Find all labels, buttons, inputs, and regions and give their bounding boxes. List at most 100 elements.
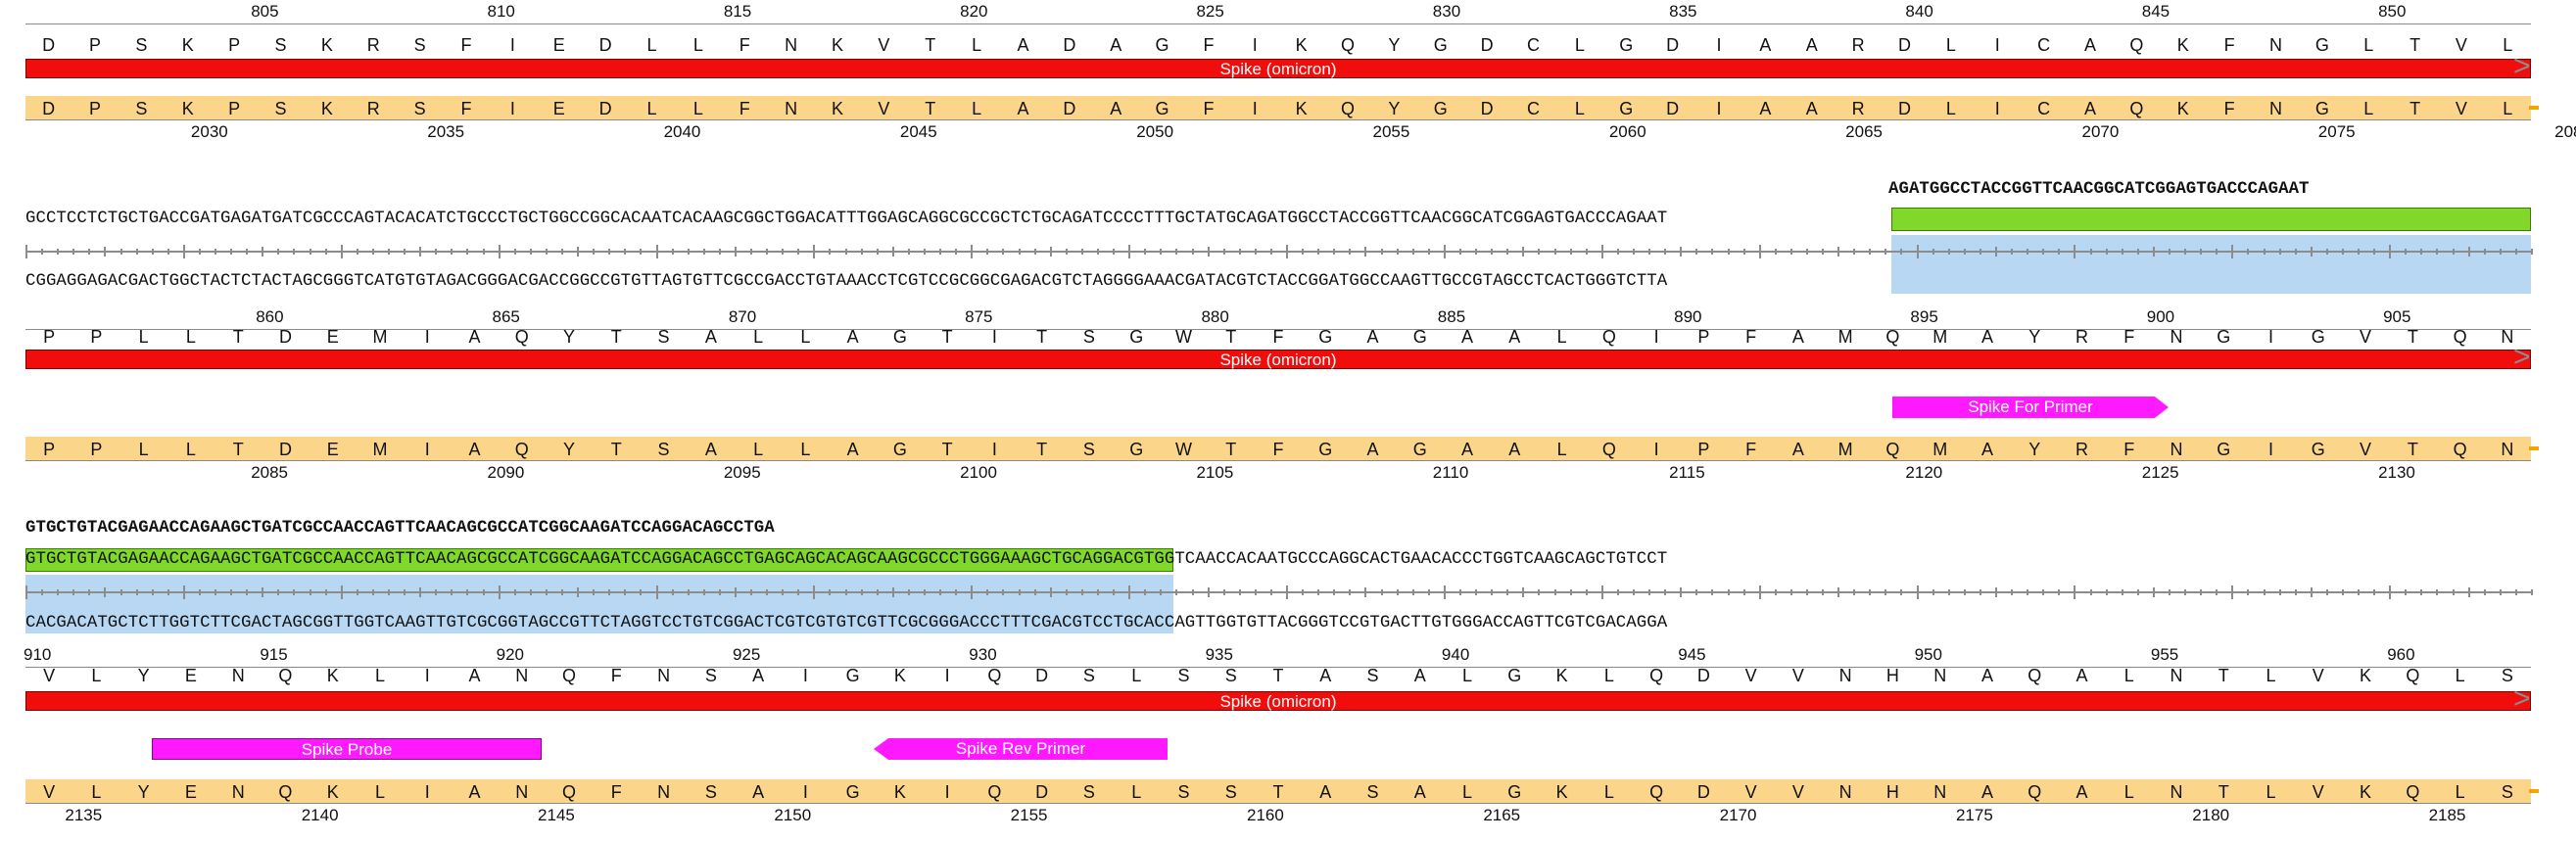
aa-letter: I (1252, 35, 1258, 55)
position-number: 870 (728, 307, 757, 326)
aa-letter: L (2503, 99, 2513, 118)
aa-letter: A (1805, 35, 1818, 55)
aa-letter: N (231, 666, 245, 685)
aa-letter: T (1272, 666, 1284, 685)
aa-letter: R (366, 35, 380, 55)
aa-letter: F (1745, 440, 1757, 459)
aa-letter: D (1696, 782, 1710, 802)
aa-letter: L (972, 99, 982, 118)
aa-letter: F (1203, 99, 1215, 118)
aa-letter: Q (514, 440, 529, 459)
aa-letter: S (413, 99, 426, 118)
aa-letter: M (1932, 440, 1948, 459)
aa-letter: D (1480, 35, 1494, 55)
aa-letter: R (1851, 35, 1865, 55)
aa-letter: K (1295, 99, 1308, 118)
aa-letter: S (1082, 666, 1095, 685)
dna-top-strand-2[interactable]: GCCTCCTCTGCTGACCGATGAGATGATCGCCCAGTACACA… (25, 210, 1668, 228)
position-number: 825 (1196, 2, 1224, 21)
aa-letter: W (1174, 327, 1192, 347)
aa-letter: E (552, 35, 565, 55)
aa-letter: C (1527, 99, 1541, 118)
aa-number-labels: 805810815820825830835840845850855 (25, 2, 2531, 23)
aa-letter: G (1619, 99, 1634, 118)
aa-letter: L (2503, 35, 2513, 55)
aa-letter: Q (2129, 35, 2144, 55)
aa-letter: I (1716, 99, 1722, 118)
aa-letter: T (925, 99, 936, 118)
aa-letter: I (1994, 35, 2000, 55)
spike-feature-bar[interactable]: Spike (omicron) (25, 350, 2531, 369)
aa-letter: K (326, 782, 339, 802)
aa-letter: I (944, 782, 950, 802)
forward-primer-match[interactable] (1891, 208, 2531, 231)
aa-letter: G (892, 440, 907, 459)
aa-letter: I (424, 782, 430, 802)
aa-letter: K (326, 666, 339, 685)
aa-letter: S (1366, 782, 1379, 802)
aa-letter: T (1225, 327, 1237, 347)
position-number: 2060 (1608, 122, 1646, 141)
position-number: 2105 (1196, 463, 1234, 482)
aa-letter: A (468, 666, 481, 685)
aa-letter: L (1574, 35, 1585, 55)
aa-letter: V (878, 35, 890, 55)
aa-letter: G (2314, 99, 2329, 118)
aa-letter: N (2170, 327, 2183, 347)
aa-letter: I (2268, 440, 2274, 459)
aa-letter: N (2170, 440, 2183, 459)
aa-letter: G (1129, 327, 1144, 347)
aa-letter: S (135, 35, 148, 55)
aa-letter: L (2123, 666, 2134, 685)
aa-letter: L (374, 666, 385, 685)
aa-letter: V (2312, 782, 2324, 802)
aa-letter: N (1933, 782, 1947, 802)
aa-letter: V (1744, 666, 1757, 685)
aa-letter: N (785, 35, 798, 55)
spike-feature-bar[interactable]: Spike (omicron) (25, 691, 2531, 711)
aa-letter: L (1574, 99, 1585, 118)
aa-letter: S (1177, 666, 1190, 685)
aa-letter: D (278, 327, 292, 347)
position-number: 2110 (1432, 463, 1469, 482)
aa-letter: Q (562, 666, 577, 685)
dna-top-strand-3[interactable]: GTGCTGTACGAGAACCAGAAGCTGATCGCCAACCAGTTCA… (25, 550, 1668, 569)
probe-feature[interactable]: Spike Probe (152, 738, 542, 760)
position-number: 820 (960, 2, 988, 21)
aa-letter: Q (1885, 327, 1900, 347)
position-number: 2175 (1955, 806, 1993, 824)
aa-letter: K (2360, 666, 2372, 685)
aa-letter: A (468, 782, 481, 802)
reverse-primer-feature[interactable]: Spike Rev Primer (874, 738, 1168, 760)
aa-letter: Q (2027, 666, 2042, 685)
aa-letter: V (2360, 327, 2372, 347)
aa-letter: K (831, 99, 843, 118)
aa-letter: D (42, 99, 56, 118)
aa-letter: Q (2406, 666, 2420, 685)
aa-letter: G (1619, 35, 1634, 55)
aa-letter: G (1155, 35, 1169, 55)
aa-letter: T (232, 327, 244, 347)
translation-number-labels: 2135 2140 2145 2150 2155 2160 2165 2170 2175 2180… (25, 804, 2531, 824)
aa-letter: L (800, 440, 811, 459)
aa-letter: S (1082, 782, 1095, 802)
reverse-primer-overlay: GTGCTGTACGAGAACCAGAAGCTGATCGCCAACCAGTTCA… (25, 519, 775, 538)
forward-primer-feature[interactable]: Spike For Primer (1892, 397, 2169, 418)
aa-letter: L (91, 782, 102, 802)
aa-letter: T (2407, 327, 2418, 347)
probe-primer-match[interactable] (25, 548, 1173, 572)
spike-feature-bar[interactable]: Spike (omicron) (25, 59, 2531, 78)
aa-letter: D (1480, 99, 1494, 118)
dna-bottom-strand-3[interactable]: CACGACATGCTCTTGGTCTTCGACTAGCGGTTGGTCAAGT… (25, 614, 1668, 632)
aa-letter: L (2266, 782, 2276, 802)
dna-bottom-strand-2[interactable]: CGGAGGAGACGACTGGCTACTCTACTAGCGGGTCATGTGT… (25, 272, 1668, 291)
primer-binding-highlight (25, 575, 1173, 633)
aa-letter: Q (2406, 782, 2420, 802)
aa-letter: S (1177, 782, 1190, 802)
position-number: 865 (492, 307, 520, 326)
translation-ruler-2085-2130: 2085 2090 2095 2100 2105 2110 2115 2120 2125 2130 (25, 460, 2531, 482)
aa-letter: L (1556, 327, 1567, 347)
